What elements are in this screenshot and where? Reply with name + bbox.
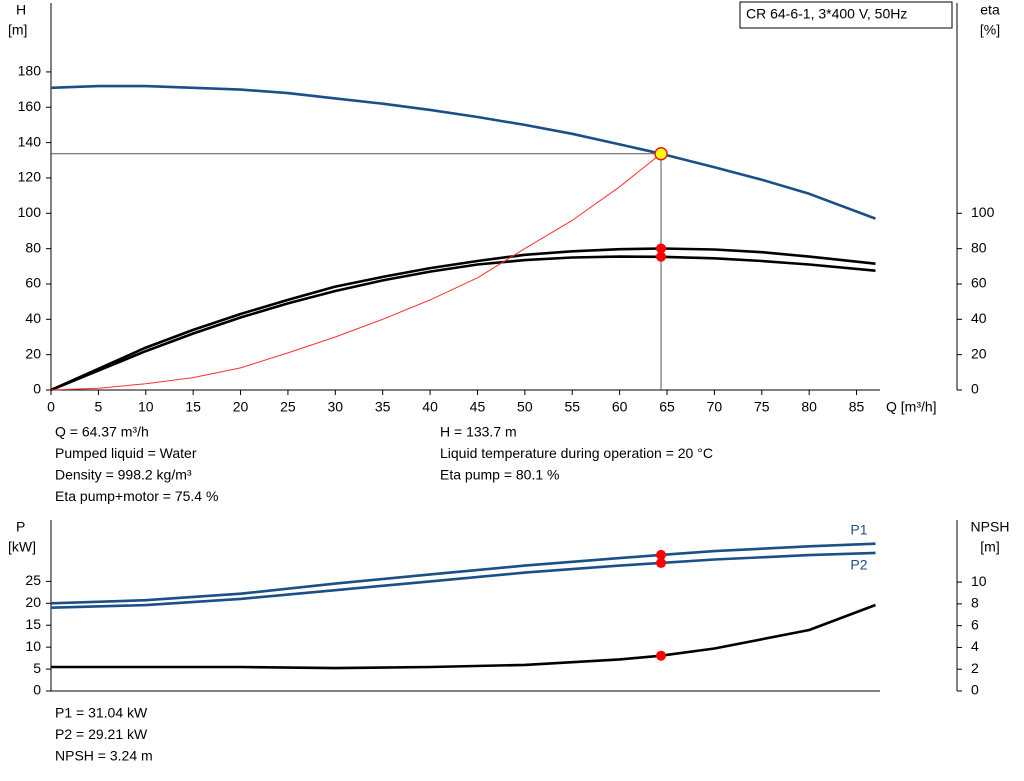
title-box	[739, 1, 953, 29]
x-tick-label: 20	[233, 399, 249, 415]
curve	[50, 551, 876, 609]
x-tick-label: 10	[138, 399, 154, 415]
curve	[50, 84, 876, 220]
y2-tick-label: 10	[971, 573, 987, 589]
curve	[50, 153, 662, 391]
y2-axis-unit: [%]	[980, 22, 1000, 38]
x-tick-label: 80	[801, 399, 817, 415]
operating-point	[656, 243, 667, 254]
y2-tick-label: 0	[971, 381, 979, 397]
x-tick-label: 40	[422, 399, 438, 415]
y2-tick-label: 40	[971, 310, 987, 326]
x-tick-label: 55	[564, 399, 580, 415]
x-tick-label: 85	[849, 399, 865, 415]
y-tick-label: 15	[25, 616, 41, 632]
y-axis-unit: [kW]	[8, 539, 36, 555]
y2-tick-label: 0	[971, 682, 979, 698]
y-tick-label: 20	[25, 594, 41, 610]
y2-tick-label: 8	[971, 595, 979, 611]
y-axis-unit: [m]	[8, 22, 27, 38]
y2-tick-label: 80	[971, 239, 987, 255]
operating-point	[656, 557, 667, 568]
curve	[50, 255, 876, 392]
y-tick-label: 100	[18, 204, 42, 220]
y-tick-label: 180	[18, 63, 42, 79]
x-tick-label: 5	[94, 399, 102, 415]
y-tick-label: 10	[25, 638, 41, 654]
y2-tick-label: 100	[971, 204, 995, 220]
readout: NPSH = 3.24 m	[55, 748, 153, 764]
y2-axis-label: eta	[980, 2, 1000, 18]
readout: Density = 998.2 kg/m³	[55, 467, 192, 483]
operating-point	[656, 549, 667, 560]
y-tick-label: 80	[25, 239, 41, 255]
readout: P1 = 31.04 kW	[55, 705, 148, 721]
x-tick-label: 35	[375, 399, 391, 415]
y2-axis-label: NPSH	[971, 519, 1010, 535]
x-tick-label: 70	[707, 399, 723, 415]
readout: Pumped liquid = Water	[55, 445, 197, 461]
readout: Eta pump = 80.1 %	[440, 467, 559, 483]
chart-title: CR 64-6-1, 3*400 V, 50Hz	[746, 6, 907, 22]
readout: Liquid temperature during operation = 20…	[440, 445, 713, 461]
x-tick-label: 65	[659, 399, 675, 415]
operating-point	[654, 146, 668, 161]
x-axis-label: Q [m³/h]	[886, 399, 937, 415]
operating-point	[656, 650, 667, 661]
y-tick-label: 160	[18, 98, 42, 114]
operating-point	[656, 251, 667, 262]
x-tick-label: 25	[280, 399, 296, 415]
x-tick-label: 50	[517, 399, 533, 415]
x-tick-label: 60	[612, 399, 628, 415]
x-tick-label: 45	[470, 399, 486, 415]
curve	[50, 247, 876, 392]
curve	[50, 542, 876, 605]
series-label: P2	[850, 557, 867, 573]
y-axis-label: H	[16, 2, 26, 18]
x-tick-label: 75	[754, 399, 770, 415]
y-tick-label: 40	[25, 310, 41, 326]
y-tick-label: 25	[25, 572, 41, 588]
x-tick-label: 30	[328, 399, 344, 415]
y2-axis-unit: [m]	[980, 539, 999, 555]
y2-tick-label: 60	[971, 275, 987, 291]
y2-tick-label: 6	[971, 616, 979, 632]
readout: Q = 64.37 m³/h	[55, 424, 149, 440]
readout: Eta pump+motor = 75.4 %	[55, 488, 218, 504]
y-tick-label: 0	[33, 682, 41, 698]
x-tick-label: 0	[47, 399, 55, 415]
y-tick-label: 0	[33, 381, 41, 397]
y2-tick-label: 20	[971, 345, 987, 361]
y-tick-label: 20	[25, 345, 41, 361]
y-tick-label: 120	[18, 169, 42, 185]
readout: P2 = 29.21 kW	[55, 726, 148, 742]
y-tick-label: 140	[18, 133, 42, 149]
y-axis-label: P	[16, 519, 25, 535]
y2-tick-label: 4	[971, 638, 979, 654]
curve	[51, 603, 876, 670]
y-tick-label: 60	[25, 275, 41, 291]
y-tick-label: 5	[33, 660, 41, 676]
x-tick-label: 15	[185, 399, 201, 415]
series-label: P1	[850, 521, 867, 537]
readout: H = 133.7 m	[440, 424, 517, 440]
y2-tick-label: 2	[971, 660, 979, 676]
